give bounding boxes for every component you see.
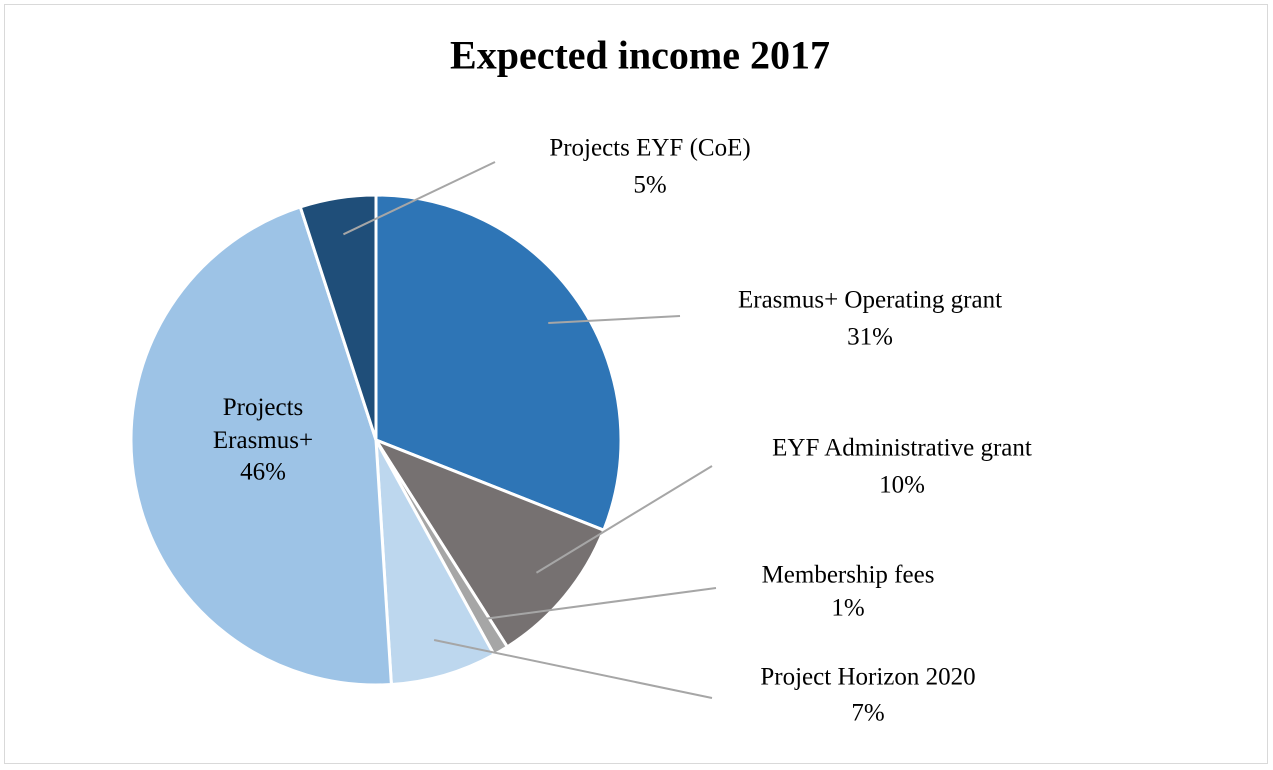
value-label: 5% (633, 171, 667, 199)
leader-line (433, 639, 713, 699)
category-label: Membership fees (761, 561, 935, 589)
pie-slice (298, 193, 378, 441)
value-label: 46% (240, 458, 286, 486)
category-label: Projects Erasmus+ (212, 394, 314, 454)
category-label: EYF Administrative grant (772, 434, 1032, 462)
category-label: Project Horizon 2020 (760, 663, 976, 691)
leader-line (342, 161, 496, 236)
category-label: Erasmus+ Operating grant (737, 286, 1003, 314)
value-label: 10% (879, 471, 925, 499)
value-label: 7% (851, 699, 885, 727)
value-label: 31% (847, 323, 893, 351)
pie-slice (129, 205, 393, 687)
pie-slice (374, 439, 497, 687)
leader-line (535, 465, 713, 574)
pie-slice (374, 193, 623, 533)
chart-frame (4, 4, 1268, 764)
pie-slice (372, 436, 606, 649)
category-label: Projects EYF (CoE) (549, 134, 751, 162)
leader-line (481, 587, 717, 621)
chart-title: Expected income 2017 (450, 32, 830, 78)
value-label: 1% (831, 594, 865, 622)
leader-line (548, 315, 681, 324)
